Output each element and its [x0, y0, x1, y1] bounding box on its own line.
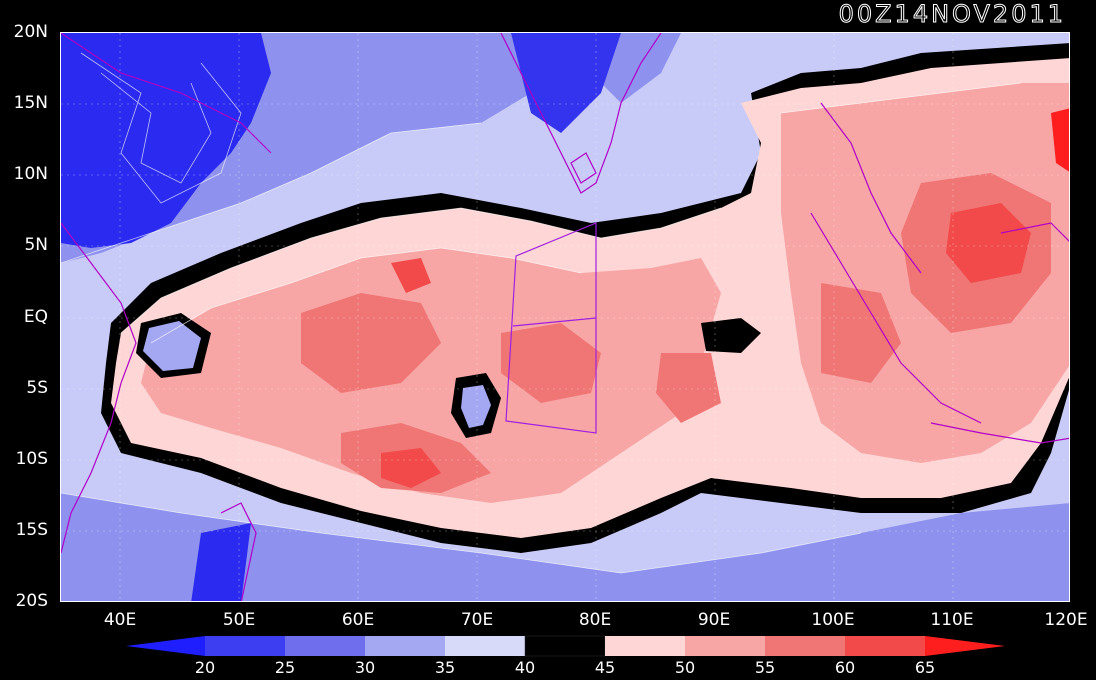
coastline-java [930, 422, 1069, 444]
colorbar-bin-50-55 [685, 636, 765, 656]
lat-label-15s: 15S [15, 520, 48, 540]
colorbar-bin-55-60 [765, 636, 845, 656]
blue-hole-central-inner [461, 385, 491, 428]
colorbar-bin-30-35 [365, 636, 445, 656]
lat-label-10s: 10S [15, 449, 48, 469]
lon-label-90e: 90E [697, 610, 731, 630]
red-patch-6 [656, 353, 721, 423]
lat-label-20n: 20N [13, 22, 48, 42]
lon-label-110e: 110E [930, 610, 974, 630]
grid-lines [61, 33, 1069, 601]
colorbar-label-25: 25 [274, 658, 296, 677]
colorbar-bin-25-30 [285, 636, 365, 656]
lon-label-100e: 100E [811, 610, 855, 630]
colorbar-low-arrow [126, 636, 205, 656]
lon-label-60e: 60E [341, 610, 375, 630]
coastline-arabia [61, 33, 272, 154]
colorbar-label-55: 55 [754, 658, 776, 677]
coastline-india [500, 33, 662, 194]
lon-label-80e: 80E [578, 610, 612, 630]
deep-blue-madagascar [191, 523, 251, 601]
bright-red-1 [946, 203, 1031, 283]
lat-label-eq: EQ [23, 307, 48, 327]
blue-hole-west-inner [143, 321, 201, 371]
coastlines [61, 33, 1069, 601]
coastline-borneo [1000, 222, 1069, 242]
deep-blue-arabian [61, 33, 271, 248]
red-patch-1 [301, 293, 441, 393]
coastline-madagascar [220, 502, 257, 601]
blue-region-north-east [601, 33, 681, 103]
bright-red-2 [381, 448, 441, 488]
colorbar-label-40: 40 [514, 658, 536, 677]
bright-red-3 [391, 258, 431, 293]
contour-lines [61, 52, 1022, 574]
red-patch-5 [821, 283, 901, 383]
analysis-box [505, 222, 597, 434]
lon-label-50e: 50E [222, 610, 256, 630]
lon-label-120e: 120E [1044, 610, 1088, 630]
bright-red-4 [1051, 108, 1069, 172]
colorbar-label-45: 45 [594, 658, 616, 677]
colorbar-label-65: 65 [914, 658, 936, 677]
colorbar-label-30: 30 [354, 658, 376, 677]
medium-pink-west [141, 248, 721, 503]
lat-label-20s: 20S [15, 591, 48, 611]
colorbar-label-20: 20 [194, 658, 216, 677]
colorbar-bin-35-40 [445, 636, 525, 656]
lon-label-70e: 70E [460, 610, 494, 630]
colorbar-bin-20-25 [205, 636, 285, 656]
colorbar-bin-60-65 [845, 636, 925, 656]
colorbar-bin-45-50 [605, 636, 685, 656]
black-loop-east [701, 318, 761, 353]
contour-map [61, 33, 1069, 601]
colorbar-label-50: 50 [674, 658, 696, 677]
map-frame [60, 32, 1070, 602]
colorbar-bin-40-45 [524, 635, 606, 657]
red-patch-3 [501, 323, 601, 403]
timestamp: 00Z14NOV2011 [838, 0, 1066, 29]
colorbar [126, 635, 1005, 657]
colorbar-high-arrow [925, 636, 1005, 656]
coastline-srilanka [570, 152, 597, 184]
lat-label-5n: 5N [24, 235, 48, 255]
coastline-africa [61, 222, 137, 554]
coastline-sumatra [810, 212, 982, 424]
colorbar-label-60: 60 [834, 658, 856, 677]
coastline-malaysia [820, 102, 922, 274]
lat-label-15n: 15N [13, 93, 48, 113]
colorbar-label-35: 35 [434, 658, 456, 677]
lat-label-10n: 10N [13, 164, 48, 184]
blue-region-south [61, 493, 1069, 601]
lat-label-5s: 5S [26, 378, 48, 398]
lon-label-40e: 40E [103, 610, 137, 630]
